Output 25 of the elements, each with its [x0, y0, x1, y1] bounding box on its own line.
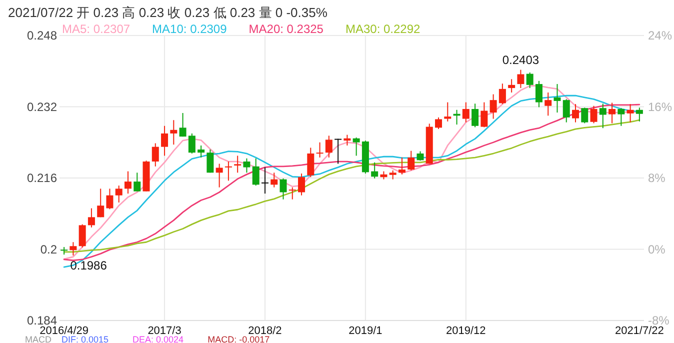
y2-tick-label: 24% [648, 28, 672, 43]
x-tick-label: 2016/4/29 [40, 325, 89, 337]
y-tick-label: 0.248 [26, 28, 58, 43]
annotation: 0.2403 [502, 52, 540, 67]
y2-tick-label: 16% [648, 100, 672, 114]
text: DIF: 0.0015 [62, 334, 109, 343]
y-tick-label: 0.216 [26, 171, 58, 186]
text: MACD: -0.0017 [208, 334, 270, 343]
x-tick-label: 2017/3 [148, 325, 182, 337]
text: MA30: 0.2292 [345, 22, 421, 36]
annotation: 0.1986 [70, 258, 108, 272]
x-tick-label: 2019/12 [446, 325, 486, 337]
y2-tick-label: 8% [648, 171, 666, 186]
text: MA20: 0.2325 [248, 22, 324, 36]
x-tick-label: 2018/2 [248, 325, 282, 337]
y-tick-label: 0.2 [40, 242, 58, 256]
y2-tick-label: 0% [648, 242, 666, 256]
x-tick-label: 2019/1 [348, 325, 382, 337]
x-tick-label: 2021/7/22 [614, 325, 664, 337]
y-tick-label: 0.232 [26, 100, 58, 114]
chart-title: 2021/07/22 开 0.23 高 0.23 收 0.23 低 0.23 量 0 -0.35% [8, 5, 328, 20]
text: DEA: 0.0024 [132, 334, 184, 343]
text: MACD [25, 334, 52, 343]
text: MA5: 0.2307 [62, 22, 130, 36]
text: MA10: 0.2309 [152, 22, 228, 36]
